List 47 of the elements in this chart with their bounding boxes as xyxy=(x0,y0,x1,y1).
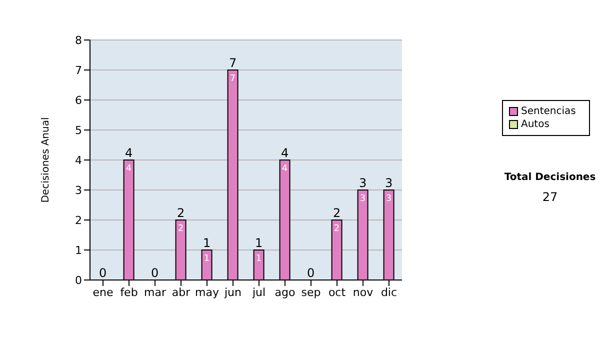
data-label: 2 xyxy=(334,224,340,234)
y-tick-label: 5 xyxy=(75,124,82,137)
x-tick-label: ago xyxy=(274,286,296,299)
x-tick-label: nov xyxy=(352,286,374,299)
x-tick-label: oct xyxy=(328,286,346,299)
data-label: 4 xyxy=(282,164,288,174)
y-tick-label: 8 xyxy=(75,34,82,47)
total-label: 0 xyxy=(98,266,107,280)
total-label: 0 xyxy=(306,266,315,280)
y-tick-label: 4 xyxy=(75,154,82,167)
text: 27 xyxy=(541,190,559,204)
data-label: 1 xyxy=(204,254,210,264)
x-tick-label: may xyxy=(195,286,220,299)
y-tick-label: 6 xyxy=(75,94,82,107)
data-label: 3 xyxy=(360,194,366,204)
x-tick-label: sep xyxy=(301,286,321,299)
total-label: 0 xyxy=(150,266,159,280)
data-label: 4 xyxy=(126,164,132,174)
total-label: 1 xyxy=(254,236,263,250)
y-tick-label: 7 xyxy=(75,64,82,77)
total-label: 4 xyxy=(280,146,289,160)
data-label: 2 xyxy=(178,224,184,234)
x-tick-label: dic xyxy=(380,286,398,299)
total-label: 3 xyxy=(384,176,393,190)
total-label: 3 xyxy=(358,176,367,190)
x-tick-label: jul xyxy=(251,286,266,299)
total-label: 7 xyxy=(228,56,237,70)
x-tick-label: feb xyxy=(120,286,138,299)
x-tick-label: abr xyxy=(172,286,191,299)
legend-label: Sentencias xyxy=(521,105,576,118)
y-tick-label: 0 xyxy=(75,274,82,287)
y-tick-label: 2 xyxy=(75,214,82,227)
total-label: 4 xyxy=(124,146,133,160)
y-tick-label: 3 xyxy=(75,184,82,197)
data-label: 1 xyxy=(256,254,262,264)
y-tick-label: 1 xyxy=(75,244,82,257)
data-label: 3 xyxy=(386,194,392,204)
total-label: 2 xyxy=(176,206,185,220)
total-label: 2 xyxy=(332,206,341,220)
x-tick-label: jun xyxy=(224,286,242,299)
x-tick-label: mar xyxy=(144,286,166,299)
x-tick-label: ene xyxy=(92,286,114,299)
text: Total Decisiones xyxy=(503,172,597,183)
legend-label: Autos xyxy=(521,118,550,131)
data-label: 7 xyxy=(230,74,236,84)
total-label: 1 xyxy=(202,236,211,250)
y-axis-title: Decisiones Anual xyxy=(40,117,52,203)
